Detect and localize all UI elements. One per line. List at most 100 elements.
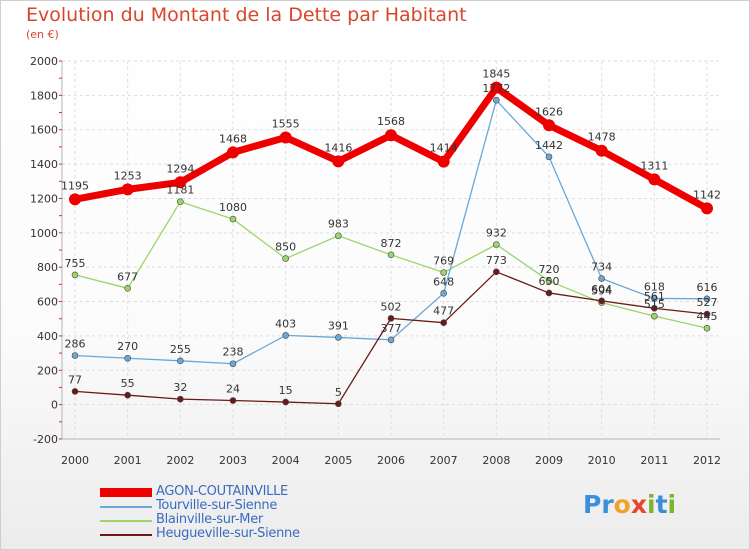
- legend-item: AGON-COUTAINVILLE: [100, 484, 360, 499]
- data-label: 55: [121, 377, 135, 390]
- data-label: 1468: [219, 132, 247, 145]
- legend-item: Blainville-sur-Mer: [100, 512, 360, 527]
- data-point: [335, 334, 342, 341]
- data-point: [437, 155, 450, 168]
- data-point: [385, 129, 397, 142]
- y-tick-label: 1600: [30, 124, 58, 137]
- data-point: [229, 360, 237, 368]
- data-point: [490, 81, 503, 94]
- x-tick-label: 2000: [61, 454, 89, 467]
- data-point: [651, 295, 658, 302]
- data-point: [335, 400, 342, 408]
- legend-swatch: [100, 520, 152, 522]
- y-tick-label: 400: [37, 330, 58, 343]
- data-label: 1478: [588, 131, 616, 144]
- data-label: 445: [697, 310, 718, 323]
- grid: [62, 60, 720, 440]
- data-label: 477: [433, 305, 454, 318]
- legend-label: Heugueville-sur-Sienne: [156, 526, 300, 541]
- x-tick-label: 2006: [377, 454, 405, 467]
- data-label: 1181: [166, 184, 194, 197]
- data-point: [493, 241, 500, 248]
- data-label: 527: [697, 296, 718, 309]
- data-label: 24: [226, 383, 240, 396]
- x-tick-label: 2004: [272, 454, 300, 467]
- data-point: [177, 395, 184, 403]
- data-point: [648, 173, 661, 186]
- data-point: [177, 198, 184, 206]
- data-label: 773: [486, 254, 507, 267]
- logo-letter: t: [655, 490, 668, 519]
- data-point: [493, 268, 500, 276]
- data-point: [387, 251, 395, 259]
- data-label: 1442: [535, 139, 563, 152]
- data-label: 286: [65, 337, 86, 350]
- data-label: 255: [170, 343, 191, 356]
- data-point: [282, 332, 289, 339]
- data-point: [545, 289, 553, 297]
- data-label: 648: [433, 275, 454, 288]
- data-point: [651, 304, 658, 312]
- data-point: [69, 193, 81, 206]
- legend-item: Heugueville-sur-Sienne: [100, 526, 360, 541]
- data-point: [387, 336, 395, 344]
- data-point: [71, 271, 79, 279]
- x-tick-label: 2003: [219, 454, 247, 467]
- data-point: [387, 315, 395, 322]
- legend: AGON-COUTAINVILLE Tourville-sur-Sienne Bla…: [100, 484, 360, 541]
- data-label: 618: [644, 280, 665, 293]
- logo-letter: r: [601, 490, 614, 519]
- y-tick-label: 1200: [30, 192, 58, 205]
- data-label: 755: [65, 257, 86, 270]
- legend-swatch: [100, 506, 152, 508]
- data-label: 391: [328, 319, 349, 332]
- data-point: [229, 397, 237, 404]
- data-point: [598, 297, 605, 305]
- data-point: [282, 255, 289, 262]
- data-point: [227, 146, 239, 159]
- data-label: 1311: [640, 159, 668, 172]
- chart-title: Evolution du Montant de la Dette par Hab…: [26, 4, 467, 26]
- data-point: [124, 354, 131, 362]
- series-layer: [69, 81, 713, 408]
- data-label: 1253: [114, 169, 142, 182]
- x-tick-label: 2002: [166, 454, 194, 467]
- axes: -200 0 200 400 600 800 1000 1200 1400 1600 1800 200…: [30, 55, 721, 467]
- data-label: 677: [117, 270, 138, 283]
- data-point: [598, 275, 605, 282]
- y-tick-label: 0: [51, 399, 58, 412]
- data-label: 1195: [61, 179, 89, 192]
- legend-item: Tourville-sur-Sienne: [100, 498, 360, 513]
- proxiti-logo: Proxiti: [583, 490, 676, 519]
- data-point: [282, 398, 289, 406]
- x-tick-label: 2005: [324, 454, 352, 467]
- data-point: [440, 289, 447, 297]
- data-point: [440, 269, 447, 276]
- data-label: 1555: [272, 117, 300, 130]
- y-tick-label: 200: [37, 364, 58, 377]
- data-label: 15: [279, 384, 293, 397]
- data-label: 604: [591, 283, 612, 296]
- data-label: 872: [381, 237, 402, 250]
- data-label: 1772: [482, 82, 510, 95]
- y-tick-label: 1400: [30, 158, 58, 171]
- y-tick-label: 1800: [30, 89, 58, 102]
- data-label: 932: [486, 227, 507, 240]
- y-tick-label: 600: [37, 296, 58, 309]
- data-label: 403: [275, 317, 296, 330]
- y-tick-label: 800: [37, 261, 58, 274]
- data-label: 1845: [482, 68, 510, 81]
- x-tick-label: 2009: [535, 454, 563, 467]
- y-tick-label: -200: [33, 433, 58, 446]
- data-point: [545, 277, 553, 285]
- logo-letter: o: [613, 490, 631, 519]
- data-label: 1416: [324, 141, 352, 154]
- data-label: 561: [644, 290, 665, 303]
- logo-letter: x: [630, 490, 647, 519]
- data-point: [545, 153, 553, 161]
- legend-label: Tourville-sur-Sienne: [156, 498, 278, 513]
- data-label: 594: [591, 285, 612, 298]
- data-point: [595, 144, 608, 157]
